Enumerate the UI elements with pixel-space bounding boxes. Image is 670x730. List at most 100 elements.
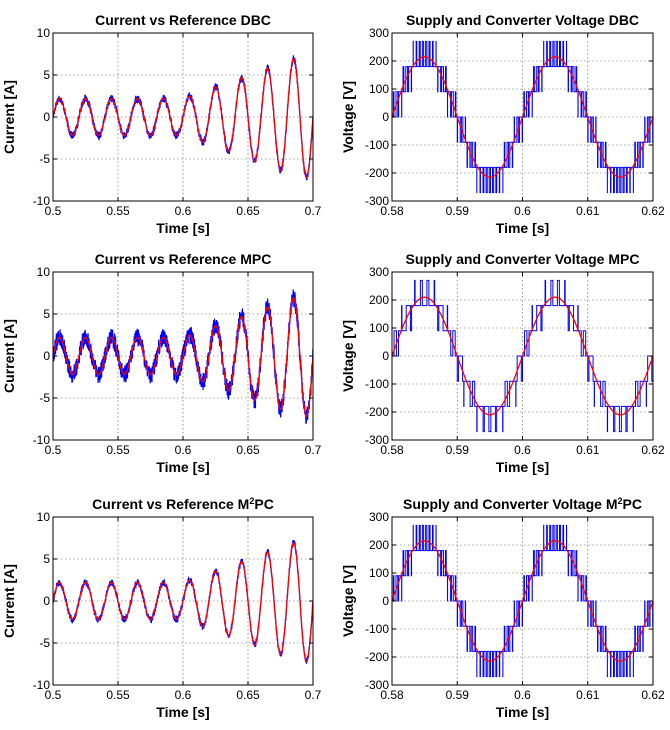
x-tick-label: 0.5: [45, 443, 62, 457]
chart-panel-6: 0.58 0.59 0.6 0.61 0.62 -300 -200 -100 0 100 200 30…: [340, 496, 665, 720]
y-tick-label: -300: [365, 194, 389, 208]
x-axis-label: Time [s]: [156, 704, 209, 720]
x-tick-label: 0.58: [380, 688, 404, 702]
x-tick-label: 0.5: [45, 204, 62, 218]
x-tick-label: 0.62: [641, 443, 665, 457]
x-axis-label: Time [s]: [156, 220, 209, 236]
y-tick-label: -5: [39, 152, 50, 166]
y-tick-label: 300: [369, 265, 389, 279]
y-tick-label: 5: [43, 552, 50, 566]
y-axis-label: Current [A]: [1, 80, 17, 154]
y-axis-label: Voltage [V]: [340, 565, 356, 637]
x-tick-label: 0.7: [305, 688, 322, 702]
x-tick-label: 0.59: [446, 688, 470, 702]
y-tick-label: -10: [33, 194, 51, 208]
y-tick-label: 0: [43, 349, 50, 363]
y-tick-label: -10: [33, 678, 51, 692]
chart-title: Supply and Converter Voltage MPC: [406, 251, 640, 267]
y-axis-label: Voltage [V]: [340, 320, 356, 392]
chart-panel-3: 0.5 0.55 0.6 0.65 0.7 -10 -5 0 5 10 Current vs Ref…: [1, 251, 322, 475]
y-tick-label: -100: [365, 377, 389, 391]
converter-voltage-series: [392, 279, 653, 433]
chart-title: Current vs Reference MPC: [95, 251, 272, 267]
y-tick-label: 0: [382, 110, 389, 124]
y-tick-label: -300: [365, 433, 389, 447]
x-tick-label: 0.59: [446, 204, 470, 218]
chart-title: Supply and Converter Voltage M2PC: [403, 496, 642, 512]
x-axis-label: Time [s]: [496, 459, 549, 475]
chart-panel-1: 0.5 0.55 0.6 0.65 0.7 -10 -5 0 5 10 Current vs Ref…: [1, 12, 322, 236]
x-tick-label: 0.7: [305, 204, 322, 218]
x-tick-label: 0.55: [106, 443, 130, 457]
converter-voltage-series: [392, 524, 653, 678]
y-tick-label: 100: [369, 321, 389, 335]
y-tick-label: 0: [43, 110, 50, 124]
y-tick-label: 200: [369, 538, 389, 552]
y-axis-label: Current [A]: [1, 319, 17, 393]
y-tick-label: 10: [37, 26, 51, 40]
x-tick-label: 0.62: [641, 688, 665, 702]
y-tick-label: 0: [43, 594, 50, 608]
y-tick-label: 300: [369, 510, 389, 524]
y-tick-label: 10: [37, 510, 51, 524]
supply-voltage-series: [392, 296, 653, 416]
chart-title: Current vs Reference DBC: [95, 12, 271, 28]
supply-voltage-series: [392, 540, 653, 662]
x-tick-label: 0.6: [514, 204, 531, 218]
supply-voltage-series: [392, 56, 653, 178]
x-axis-label: Time [s]: [156, 459, 209, 475]
y-tick-label: -10: [33, 433, 51, 447]
x-tick-label: 0.65: [236, 204, 260, 218]
y-tick-label: 10: [37, 265, 51, 279]
y-tick-label: 5: [43, 68, 50, 82]
x-tick-label: 0.61: [576, 204, 600, 218]
y-tick-label: -100: [365, 622, 389, 636]
x-tick-label: 0.6: [175, 688, 192, 702]
y-tick-label: -300: [365, 678, 389, 692]
y-tick-label: -5: [39, 391, 50, 405]
x-tick-label: 0.65: [236, 688, 260, 702]
reference-series: [53, 297, 313, 418]
x-tick-label: 0.6: [175, 443, 192, 457]
x-tick-label: 0.5: [45, 688, 62, 702]
y-tick-label: -100: [365, 138, 389, 152]
x-tick-label: 0.58: [380, 443, 404, 457]
x-tick-label: 0.55: [106, 688, 130, 702]
x-tick-label: 0.61: [576, 688, 600, 702]
y-axis-label: Current [A]: [1, 564, 17, 638]
x-axis-label: Time [s]: [496, 220, 549, 236]
reference-series: [53, 542, 313, 663]
y-axis-label: Voltage [V]: [340, 81, 356, 153]
x-tick-label: 0.55: [106, 204, 130, 218]
converter-voltage-series: [392, 40, 653, 194]
y-tick-label: 100: [369, 82, 389, 96]
x-tick-label: 0.61: [576, 443, 600, 457]
chart-title: Supply and Converter Voltage DBC: [406, 12, 639, 28]
x-tick-label: 0.59: [446, 443, 470, 457]
x-tick-label: 0.6: [514, 688, 531, 702]
x-tick-label: 0.7: [305, 443, 322, 457]
chart-panel-4: 0.58 0.59 0.6 0.61 0.62 -300 -200 -100 0 100 200 30…: [340, 251, 665, 475]
x-axis-label: Time [s]: [496, 704, 549, 720]
y-tick-label: -5: [39, 636, 50, 650]
y-tick-label: 5: [43, 307, 50, 321]
x-tick-label: 0.6: [514, 443, 531, 457]
y-tick-label: -200: [365, 166, 389, 180]
y-tick-label: 0: [382, 349, 389, 363]
chart-panel-5: 0.5 0.55 0.6 0.65 0.7 -10 -5 0 5 10 Current vs Ref…: [1, 496, 322, 720]
x-tick-label: 0.6: [175, 204, 192, 218]
y-tick-label: 100: [369, 566, 389, 580]
y-tick-label: 200: [369, 293, 389, 307]
y-tick-label: -200: [365, 650, 389, 664]
y-tick-label: 0: [382, 594, 389, 608]
x-tick-label: 0.65: [236, 443, 260, 457]
chart-title: Current vs Reference M2PC: [92, 496, 274, 512]
x-tick-label: 0.62: [641, 204, 665, 218]
chart-panel-2: 0.58 0.59 0.6 0.61 0.62 -300 -200 -100 0 100 200 30…: [340, 12, 665, 236]
y-tick-label: 200: [369, 54, 389, 68]
y-tick-label: -200: [365, 405, 389, 419]
reference-series: [53, 58, 313, 179]
x-tick-label: 0.58: [380, 204, 404, 218]
y-tick-label: 300: [369, 26, 389, 40]
